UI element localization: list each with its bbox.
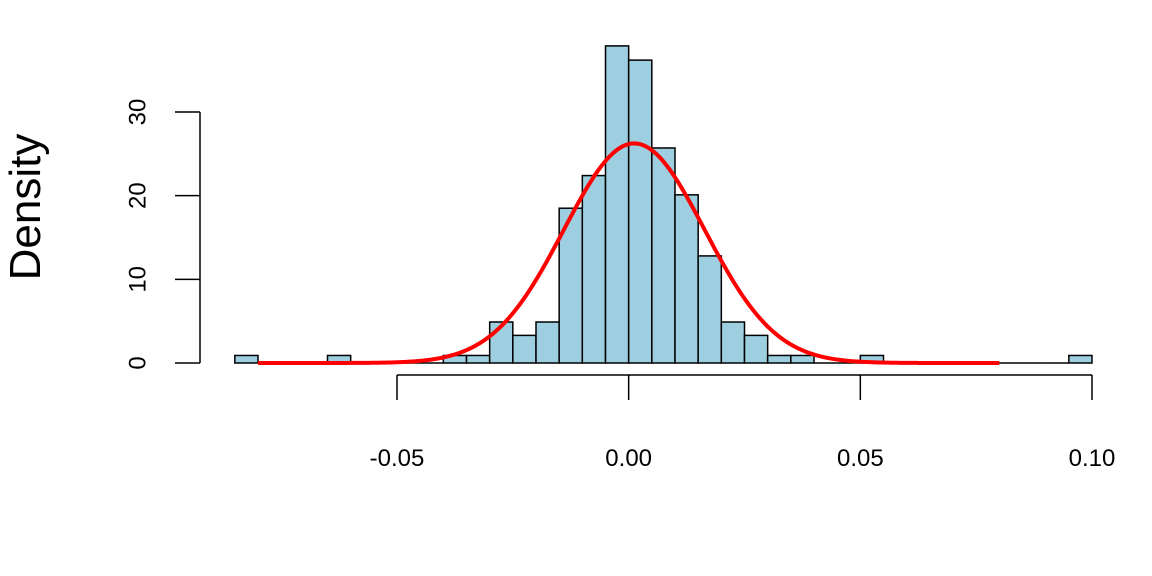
- x-tick-label: 0.10: [1069, 445, 1116, 472]
- histogram-bar: [790, 354, 815, 364]
- histogram-bar: [674, 194, 699, 364]
- histogram-bar: [581, 174, 607, 364]
- histogram-bar: [512, 334, 537, 364]
- histogram-bars: [234, 45, 1093, 364]
- histogram-bar: [720, 321, 746, 364]
- histogram-bar: [743, 334, 769, 364]
- x-axis: -0.05 0.00 0.05 0.10: [370, 374, 1116, 472]
- y-tick-label: 30: [125, 99, 152, 126]
- histogram-bar: [465, 354, 491, 364]
- y-axis-title: Density: [1, 134, 50, 281]
- y-tick-label: 10: [125, 266, 152, 293]
- histogram-bar: [234, 354, 259, 364]
- x-tick-label: -0.05: [370, 445, 425, 472]
- histogram-bar: [535, 321, 560, 364]
- x-tick-label: 0.00: [605, 445, 652, 472]
- normal-density-curve: [258, 141, 1000, 365]
- histogram-bar: [766, 354, 792, 364]
- histogram-bar: [627, 59, 653, 364]
- histogram-bar: [651, 147, 676, 364]
- y-tick-label: 0: [125, 356, 152, 369]
- histogram-bar: [604, 45, 630, 364]
- histogram-bar: [697, 255, 723, 364]
- histogram-bar: [1068, 354, 1093, 364]
- y-axis: 0 10 20 30: [125, 99, 201, 370]
- y-tick-label: 20: [125, 182, 152, 209]
- x-tick-label: 0.05: [837, 445, 884, 472]
